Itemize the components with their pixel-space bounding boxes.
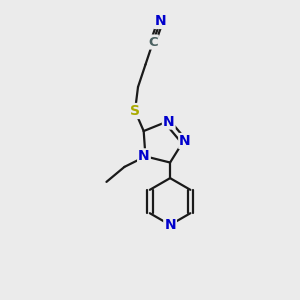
Text: N: N <box>179 134 191 148</box>
Text: N: N <box>155 14 166 28</box>
Text: N: N <box>164 218 176 232</box>
Text: S: S <box>130 104 140 118</box>
Text: N: N <box>163 115 175 128</box>
Text: N: N <box>138 149 150 164</box>
Text: C: C <box>148 35 158 49</box>
